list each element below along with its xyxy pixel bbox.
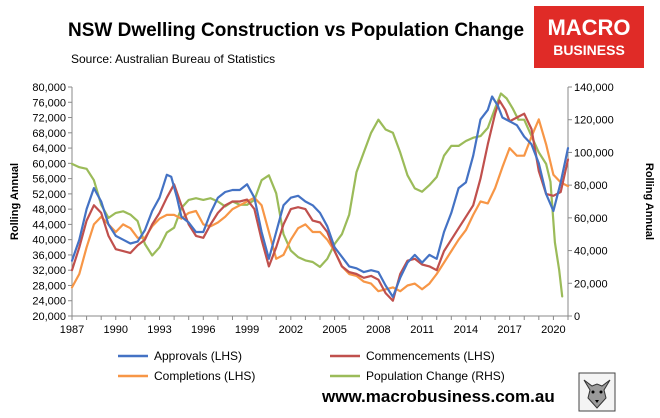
- left-tick-label: 52,000: [32, 189, 66, 201]
- x-tick-label: 1999: [235, 324, 259, 336]
- population-legend-label: Population Change (RHS): [366, 369, 505, 383]
- population-series-line: [70, 92, 564, 298]
- x-tick-label: 1996: [191, 324, 215, 336]
- x-tick-label: 1993: [147, 324, 171, 336]
- approvals-legend-label: Approvals (LHS): [154, 349, 242, 363]
- right-tick-label: 40,000: [574, 246, 608, 258]
- chart-axes: 20,000 24,000 28,000 32,000 36,000 40,000 44,0…: [9, 82, 655, 336]
- left-tick-label: 72,000: [32, 113, 66, 125]
- completions-legend-label: Completions (LHS): [154, 369, 255, 383]
- wolf-mascot-icon: [578, 372, 616, 412]
- right-axis-title: Rolling Annual: [643, 163, 655, 240]
- left-tick-label: 48,000: [32, 204, 66, 216]
- x-tick-label: 2011: [410, 324, 434, 336]
- left-tick-label: 68,000: [32, 128, 66, 140]
- left-tick-label: 64,000: [32, 143, 66, 155]
- website-url: www.macrobusiness.com.au: [322, 387, 555, 406]
- chart-series: [70, 92, 570, 302]
- left-tick-label: 40,000: [32, 235, 66, 247]
- left-tick-label: 20,000: [32, 311, 66, 323]
- x-tick-label: 2020: [541, 324, 565, 336]
- right-tick-label: 20,000: [574, 278, 608, 290]
- left-axis-title: Rolling Annual: [9, 163, 21, 240]
- chart-title: NSW Dwelling Construction vs Population …: [68, 20, 525, 41]
- right-tick-label: 100,000: [574, 147, 614, 159]
- x-tick-label: 2008: [366, 324, 390, 336]
- left-tick-label: 44,000: [32, 219, 66, 231]
- chart-legend: Approvals (LHS) Commencements (LHS) Comple…: [118, 349, 505, 383]
- left-tick-label: 76,000: [32, 97, 66, 109]
- x-tick-label: 2017: [497, 324, 521, 336]
- macrobusiness-logo: MACRO BUSINESS: [534, 6, 644, 68]
- x-tick-label: 2005: [322, 324, 346, 336]
- right-tick-label: 0: [574, 311, 580, 323]
- right-tick-label: 80,000: [574, 180, 608, 192]
- left-tick-label: 24,000: [32, 296, 66, 308]
- left-tick-label: 56,000: [32, 174, 66, 186]
- commencements-legend-label: Commencements (LHS): [366, 349, 495, 363]
- logo-line-1: MACRO: [547, 15, 631, 40]
- x-tick-label: 1987: [60, 324, 84, 336]
- logo-line-2: BUSINESS: [553, 42, 625, 58]
- left-tick-label: 60,000: [32, 158, 66, 170]
- approvals-series-line: [70, 95, 570, 298]
- chart-subtitle: Source: Australian Bureau of Statistics: [71, 52, 276, 66]
- left-tick-label: 28,000: [32, 280, 66, 292]
- left-tick-label: 80,000: [32, 82, 66, 94]
- left-tick-label: 36,000: [32, 250, 66, 262]
- x-tick-label: 1990: [104, 324, 128, 336]
- right-tick-label: 140,000: [574, 82, 614, 94]
- x-tick-label: 2014: [454, 324, 478, 336]
- commencements-series-line: [70, 99, 570, 302]
- right-tick-label: 60,000: [574, 213, 608, 225]
- x-tick-label: 2002: [279, 324, 303, 336]
- left-tick-label: 32,000: [32, 265, 66, 277]
- right-tick-label: 120,000: [574, 115, 614, 127]
- completions-series-line: [70, 118, 570, 293]
